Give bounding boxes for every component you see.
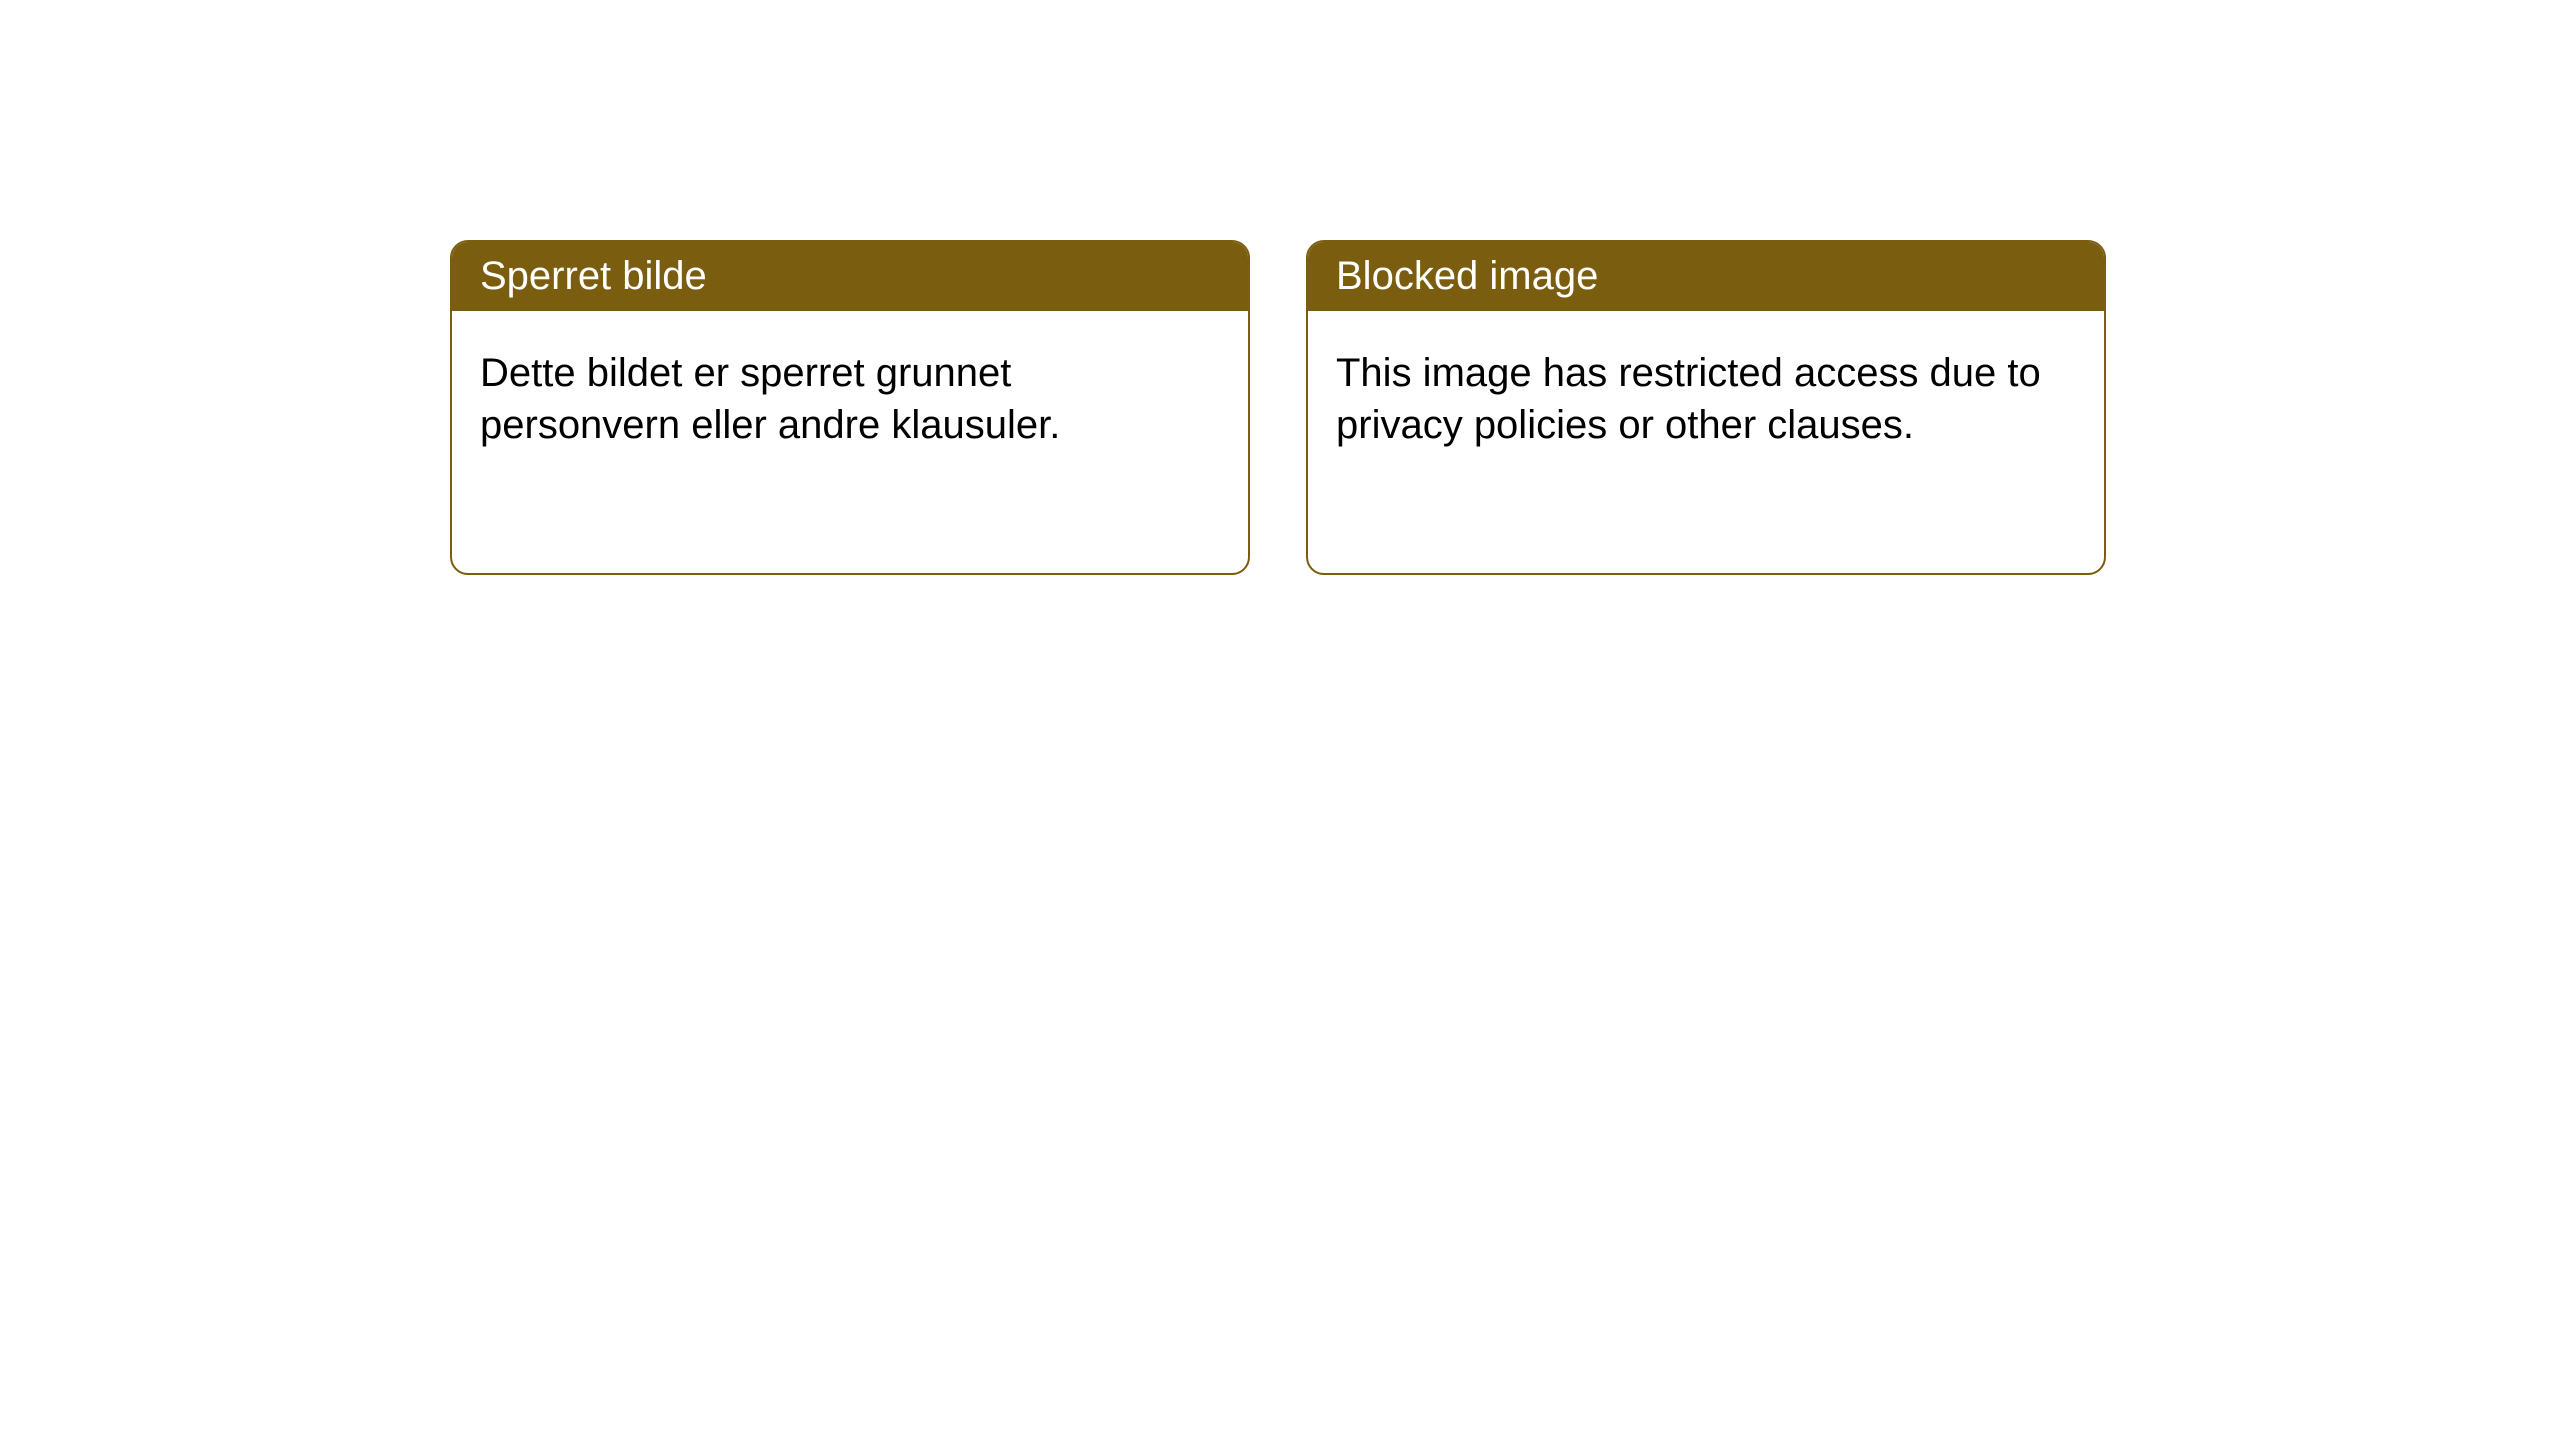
notice-box-norwegian: Sperret bilde Dette bildet er sperret gr… xyxy=(450,240,1250,575)
notice-header: Blocked image xyxy=(1308,242,2104,311)
notice-box-english: Blocked image This image has restricted … xyxy=(1306,240,2106,575)
notice-text: Dette bildet er sperret grunnet personve… xyxy=(480,351,1060,447)
notice-header: Sperret bilde xyxy=(452,242,1248,311)
notice-container: Sperret bilde Dette bildet er sperret gr… xyxy=(0,0,2560,575)
notice-text: This image has restricted access due to … xyxy=(1336,351,2041,447)
notice-title: Blocked image xyxy=(1336,254,1598,298)
notice-title: Sperret bilde xyxy=(480,254,707,298)
notice-body: This image has restricted access due to … xyxy=(1308,311,2104,487)
notice-body: Dette bildet er sperret grunnet personve… xyxy=(452,311,1248,487)
